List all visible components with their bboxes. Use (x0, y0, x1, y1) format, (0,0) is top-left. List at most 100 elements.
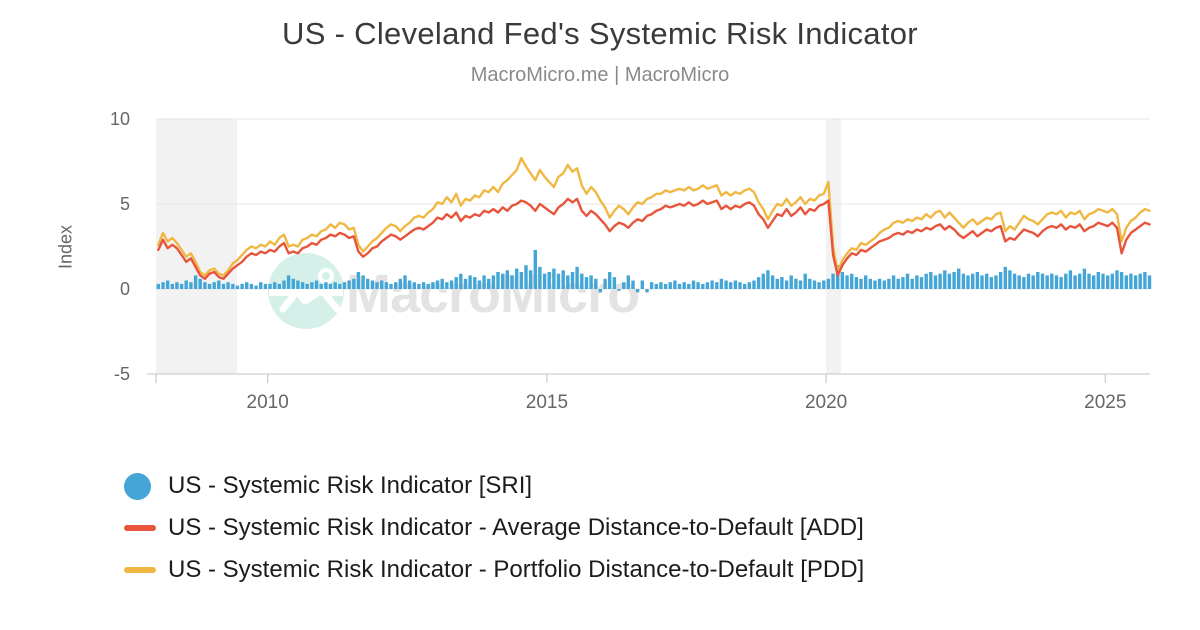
bar (193, 275, 198, 289)
bar (1031, 275, 1035, 289)
bar (459, 273, 463, 289)
bar (654, 283, 658, 289)
watermark-text: MacroMicro (346, 264, 639, 324)
bar (179, 283, 184, 289)
bar (207, 283, 212, 289)
bar (915, 275, 919, 289)
bar (203, 282, 207, 289)
bar (794, 278, 798, 289)
bar (975, 272, 980, 289)
bar (645, 289, 649, 293)
legend-item-sri[interactable]: US - Systemic Risk Indicator [SRI] (124, 472, 864, 500)
bar (743, 283, 747, 289)
bar (798, 280, 803, 289)
bar (905, 273, 910, 289)
bar (384, 282, 389, 289)
bar (431, 282, 435, 289)
bar (850, 273, 854, 289)
bar (245, 282, 249, 289)
bar (189, 282, 193, 289)
bar (394, 282, 398, 289)
bar (864, 275, 868, 289)
series-sri[interactable] (156, 249, 1152, 293)
bar (608, 272, 612, 289)
bar (226, 282, 230, 289)
bar (752, 280, 756, 289)
bar (840, 272, 845, 289)
bar (924, 273, 928, 289)
bar (403, 275, 407, 289)
series-pdd[interactable] (157, 156, 1151, 277)
bar (356, 272, 361, 289)
legend-label-sri: US - Systemic Risk Indicator [SRI] (168, 472, 533, 499)
bar (980, 275, 984, 289)
bar (626, 275, 630, 289)
bar (812, 280, 817, 289)
bar (1022, 277, 1026, 289)
bar (938, 273, 942, 289)
bar (1096, 272, 1100, 289)
bar (622, 282, 626, 289)
bar (929, 272, 933, 289)
chart-subtitle: MacroMicro.me | MacroMicro (470, 64, 730, 86)
bar (198, 278, 202, 289)
bar (826, 278, 831, 289)
bar (998, 272, 1003, 289)
bar (580, 273, 584, 289)
y-axis-tick-label: 5 (120, 194, 130, 214)
x-axis-tick-label: 2025 (1084, 392, 1126, 413)
bar (501, 273, 505, 289)
bar (1040, 273, 1045, 289)
bar (1110, 273, 1114, 289)
bar (407, 280, 412, 289)
bar (342, 282, 347, 289)
bar (184, 280, 188, 289)
bar (217, 280, 221, 289)
bar (561, 270, 565, 289)
bar (175, 282, 179, 289)
bar (156, 283, 160, 289)
bar (1138, 273, 1142, 289)
bar (426, 283, 430, 289)
legend-item-add[interactable]: US - Systemic Risk Indicator - Average D… (124, 514, 864, 542)
bar (947, 273, 952, 289)
bar (519, 272, 523, 289)
bar (575, 266, 579, 289)
bar (691, 280, 696, 289)
bar (635, 289, 640, 293)
bar (1073, 275, 1077, 289)
bar (473, 277, 477, 289)
bar (612, 277, 617, 289)
bar (868, 278, 872, 289)
bar (891, 275, 896, 289)
legend-item-pdd[interactable]: US - Systemic Risk Indicator - Portfolio… (124, 556, 864, 584)
bar (277, 283, 281, 289)
bar (701, 283, 705, 289)
bar (687, 283, 691, 289)
bar (719, 278, 724, 289)
bar (1003, 266, 1007, 289)
bar (775, 278, 779, 289)
sri-marker (124, 472, 151, 500)
bar (291, 278, 295, 289)
bar (463, 278, 468, 289)
bar (1143, 272, 1147, 289)
bar (170, 283, 174, 289)
bar (808, 278, 812, 289)
bar (319, 283, 323, 289)
bar (705, 282, 710, 289)
bar (510, 275, 514, 289)
bar (640, 280, 644, 289)
bar (859, 278, 863, 289)
bar (221, 283, 226, 289)
bar (305, 283, 309, 289)
series-add[interactable] (157, 197, 1151, 280)
bar (552, 268, 556, 289)
y-axis-tick-label: -5 (114, 364, 130, 384)
bar (296, 280, 300, 289)
chart-title: US - Cleveland Fed's Systemic Risk Indic… (282, 16, 918, 51)
line (157, 156, 1151, 277)
bar (952, 272, 956, 289)
bar (1101, 273, 1105, 289)
